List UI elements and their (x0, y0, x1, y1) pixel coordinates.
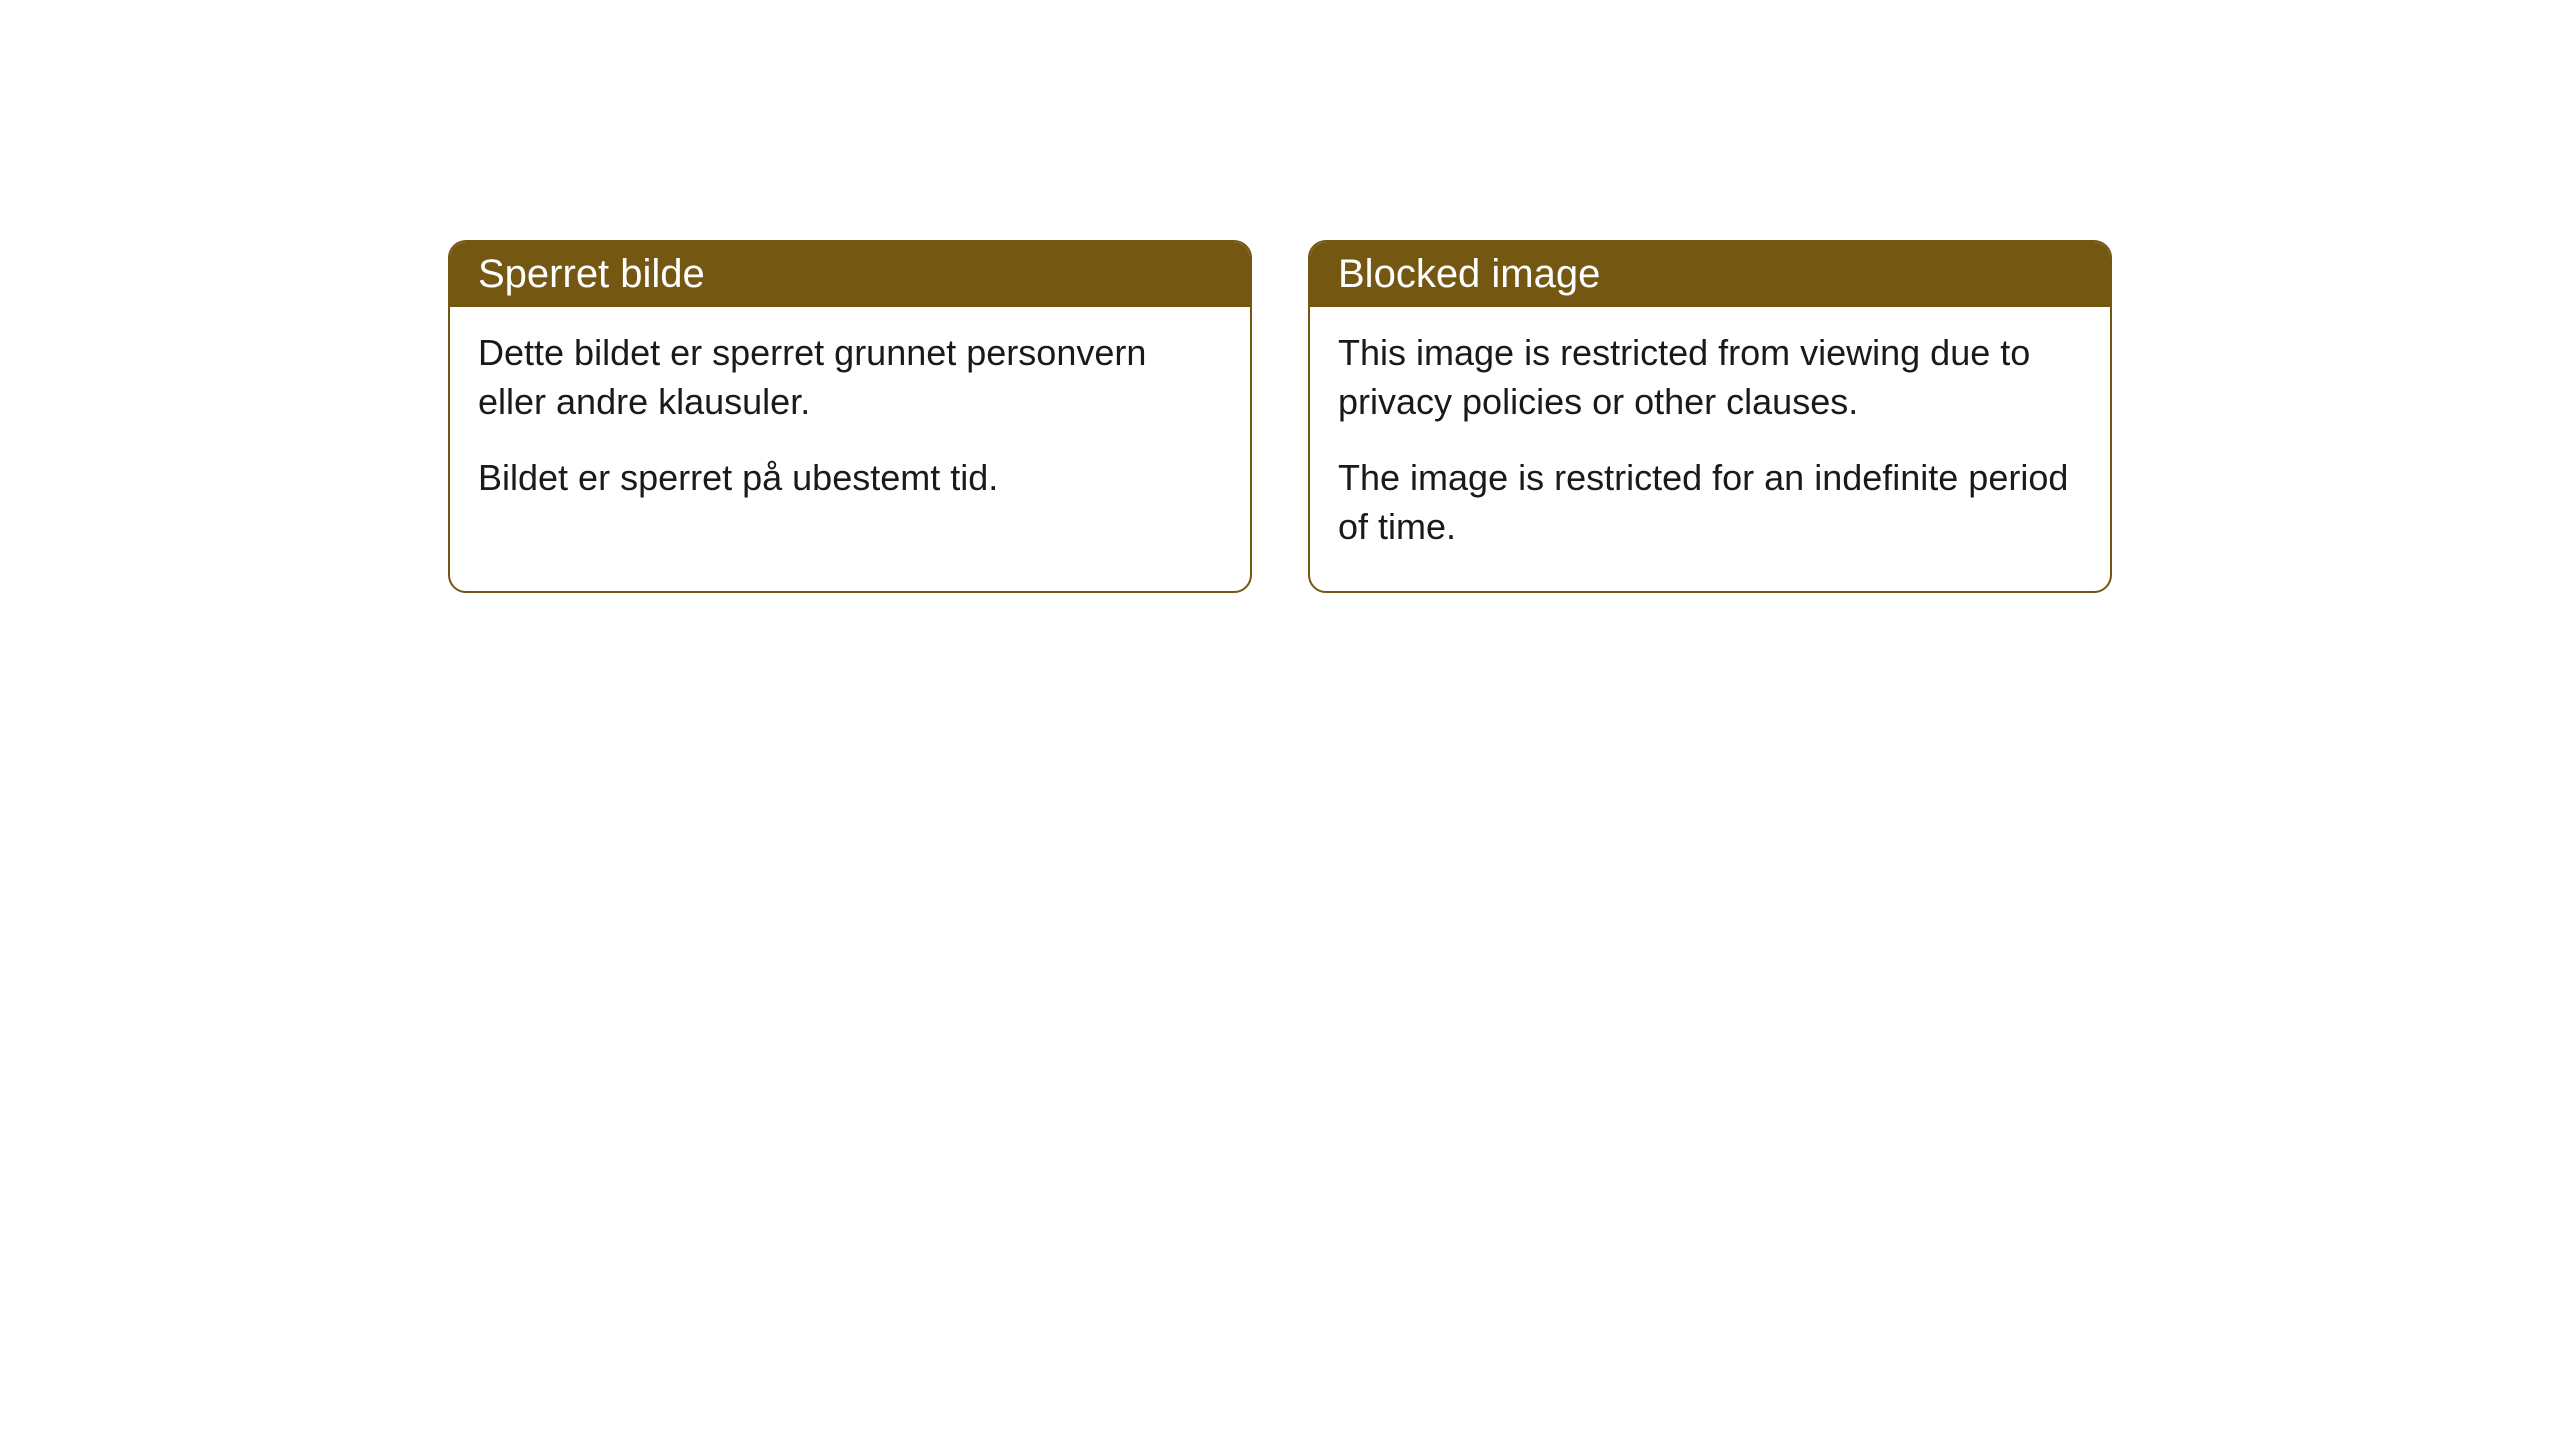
blocked-image-card-norwegian: Sperret bilde Dette bildet er sperret gr… (448, 240, 1252, 593)
card-paragraph: This image is restricted from viewing du… (1338, 329, 2082, 426)
blocked-image-card-english: Blocked image This image is restricted f… (1308, 240, 2112, 593)
card-header: Sperret bilde (450, 242, 1250, 307)
card-body: This image is restricted from viewing du… (1310, 307, 2110, 591)
card-paragraph: The image is restricted for an indefinit… (1338, 454, 2082, 551)
card-paragraph: Bildet er sperret på ubestemt tid. (478, 454, 1222, 503)
card-body: Dette bildet er sperret grunnet personve… (450, 307, 1250, 543)
card-paragraph: Dette bildet er sperret grunnet personve… (478, 329, 1222, 426)
notice-cards-container: Sperret bilde Dette bildet er sperret gr… (448, 240, 2112, 593)
card-title: Blocked image (1338, 252, 1600, 296)
card-header: Blocked image (1310, 242, 2110, 307)
card-title: Sperret bilde (478, 252, 705, 296)
